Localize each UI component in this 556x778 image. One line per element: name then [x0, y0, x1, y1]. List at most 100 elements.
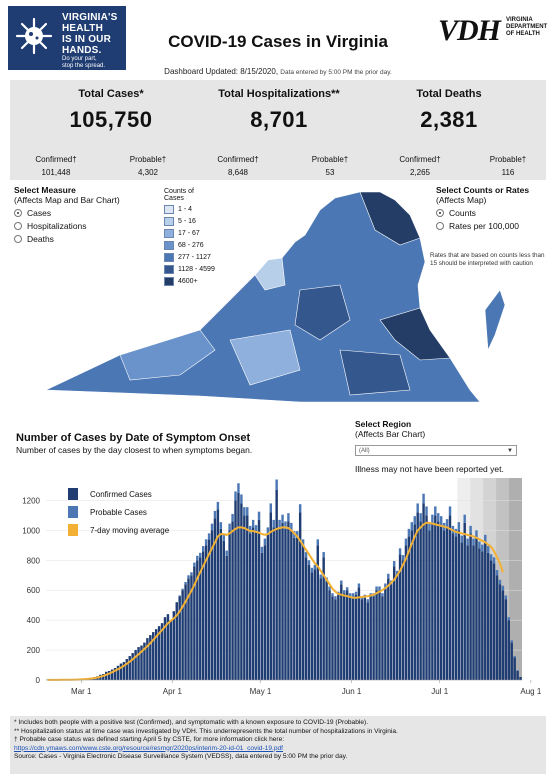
probable-bar: [343, 590, 346, 594]
probable-bar: [463, 514, 466, 523]
probable-bar: [304, 552, 308, 558]
probable-bar: [251, 519, 255, 528]
confirmed-bar: [413, 524, 416, 680]
confirmed-bar: [157, 626, 161, 680]
cste-link[interactable]: https://cdn.ymaws.com/www.cste.org/resou…: [14, 744, 283, 752]
probable-bar: [340, 580, 343, 585]
radio-deaths[interactable]: Deaths: [14, 234, 120, 244]
confirmed-bar: [501, 590, 505, 680]
confirmed-bar: [301, 545, 305, 680]
logo-subtext: Do your part, stop the spread.: [62, 56, 106, 69]
probable-bar: [351, 593, 355, 597]
confirmed-bar: [248, 533, 252, 680]
probable-bar: [478, 541, 481, 549]
symptom-onset-chart: 0 200 400 600 800 1000 1200 Mar 1 Apr 1 May 1 Jun …: [22, 478, 542, 696]
confirmed-bar: [234, 500, 237, 680]
radio-hospitalizations[interactable]: Hospitalizations: [14, 221, 120, 231]
probable-bar: [345, 587, 349, 591]
confirmed-bar: [445, 527, 449, 680]
probable-bar: [489, 554, 493, 561]
confirmed-bar: [178, 596, 181, 680]
probable-bar: [234, 491, 237, 501]
chart-title: Number of Cases by Date of Symptom Onset: [16, 432, 251, 444]
confirmed-bar: [287, 521, 290, 680]
probable-bar: [207, 533, 211, 540]
x-tick-label: Mar 1: [71, 687, 92, 696]
probable-bar: [501, 585, 505, 591]
probable-bar: [492, 557, 496, 564]
region-dropdown[interactable]: (All) ▼: [355, 445, 517, 456]
probable-bar: [254, 525, 258, 532]
confirmed-bar: [469, 533, 472, 680]
confirmed-bar: [116, 665, 120, 680]
legend-swatch: [164, 253, 174, 262]
stat-sub-probable: Probable† 4,302: [129, 155, 167, 177]
confirmed-bar: [107, 671, 111, 680]
confirmed-bar: [190, 575, 193, 680]
confirmed-bar: [472, 545, 475, 680]
probable-bar: [287, 513, 290, 522]
confirmed-bar: [360, 599, 364, 680]
confirmed-bar: [240, 503, 243, 680]
confirmed-bar: [275, 489, 278, 680]
map-region: [229, 329, 301, 386]
confirmed-bar: [387, 578, 390, 680]
confirmed-bar: [105, 671, 108, 680]
confirmed-bar: [260, 552, 264, 680]
probable-bar: [196, 555, 199, 561]
confirmed-bar: [143, 642, 146, 680]
virginia-county-map[interactable]: [0, 190, 556, 410]
probable-bar: [466, 538, 469, 546]
probable-bar: [469, 525, 472, 534]
source-note: Source: Cases - Virginia Electronic Dise…: [14, 753, 348, 760]
probable-bar: [190, 572, 193, 576]
confirmed-bar: [257, 519, 261, 680]
stat-sub-confirmed: Confirmed† 8,648: [217, 155, 259, 177]
confirmed-bar: [201, 551, 205, 680]
confirmed-bar: [375, 590, 378, 680]
probable-bar: [290, 522, 293, 531]
confirmed-bar: [228, 530, 231, 680]
confirmed-bar: [510, 642, 513, 680]
probable-bar: [225, 550, 228, 556]
confirmed-bar: [102, 674, 105, 680]
confirmed-bar: [384, 587, 387, 680]
confirmed-bar: [481, 551, 484, 680]
confirmed-bar: [163, 617, 167, 680]
confirmed-bar: [331, 596, 334, 680]
confirmed-bar: [154, 629, 158, 680]
probable-bar: [284, 521, 287, 529]
confirmed-bar: [378, 590, 381, 680]
confirmed-bar: [475, 537, 478, 680]
radio-cases[interactable]: Cases: [14, 208, 120, 218]
radio-counts[interactable]: Counts: [436, 208, 551, 218]
probable-bar: [357, 583, 361, 588]
probable-bar: [199, 552, 202, 558]
confirmed-bar: [278, 527, 281, 680]
confirmed-bar: [439, 524, 443, 680]
radio-rates[interactable]: Rates per 100,000: [436, 221, 551, 231]
confirmed-bar: [507, 620, 510, 680]
confirmed-bar: [263, 545, 267, 680]
confirmed-bar: [122, 662, 126, 680]
stat-sub-confirmed: Confirmed† 2,265: [399, 155, 441, 177]
dashboard-updated: Dashboard Updated: 8/15/2020, Data enter…: [164, 67, 392, 76]
confirmed-bar: [184, 584, 187, 680]
stat-sub-probable: Probable† 116: [489, 155, 527, 177]
probable-bar: [354, 591, 358, 595]
confirmed-bar: [463, 522, 466, 680]
probable-bar: [231, 513, 234, 522]
confirmed-bar: [328, 590, 331, 680]
probable-bar: [178, 595, 181, 597]
footnote: ** Hospitalization status at time case w…: [14, 727, 398, 735]
confirmed-bar: [175, 602, 178, 680]
probable-bar: [378, 586, 381, 591]
confirmed-bar: [398, 554, 402, 680]
confirmed-bar: [325, 581, 328, 680]
probable-bar: [281, 514, 284, 523]
stat-sub-probable: Probable† 53: [311, 155, 349, 177]
y-tick-label: 800: [27, 556, 41, 565]
legend-bin: 4600+: [164, 277, 215, 286]
rates-caveat: Rates that are based on counts less than…: [430, 252, 545, 267]
legend-bin: 1 - 4: [164, 205, 215, 214]
